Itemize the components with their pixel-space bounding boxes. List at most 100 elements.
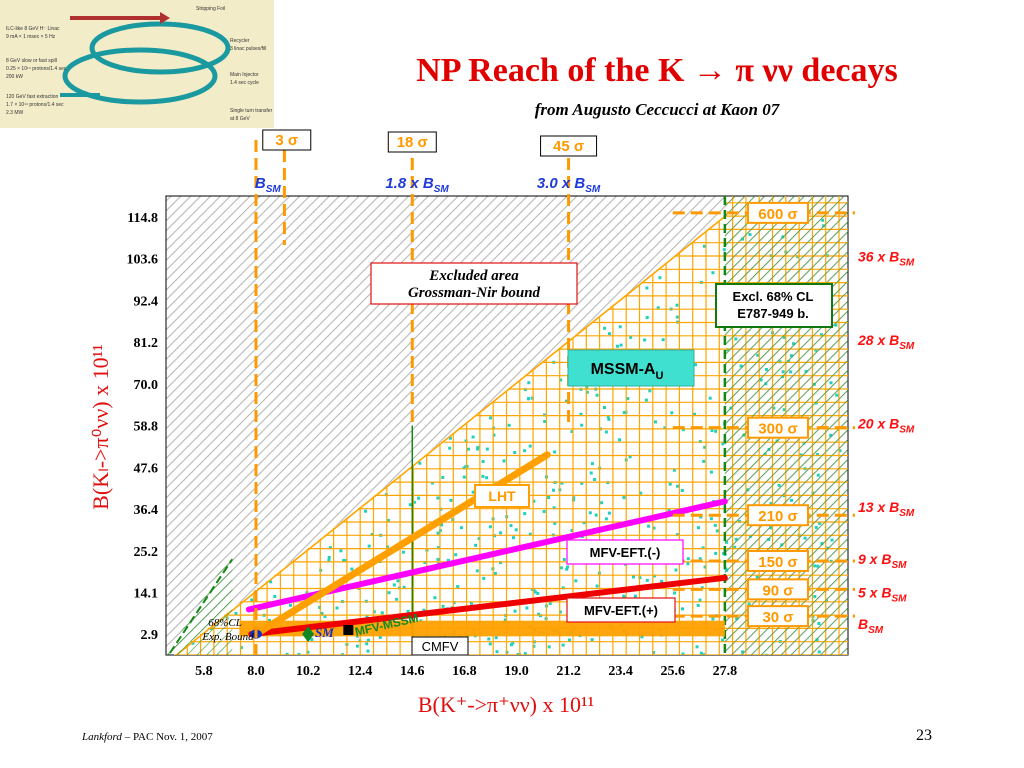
scatter-point: [699, 651, 703, 655]
scatter-point: [476, 445, 480, 449]
scatter-point: [523, 449, 527, 453]
scatter-point: [708, 396, 712, 400]
scatter-point: [670, 411, 674, 415]
scatter-point: [672, 468, 676, 472]
scatter-point: [402, 585, 406, 589]
footer-credit: Lankford – PAC Nov. 1, 2007: [82, 731, 213, 743]
scatter-point: [632, 575, 635, 579]
excluded-area-label: Excluded area: [428, 268, 519, 284]
scatter-point: [448, 436, 452, 440]
scatter-point: [658, 276, 662, 280]
scatter-point: [640, 635, 644, 639]
scatter-point: [699, 515, 703, 519]
scatter-point: [608, 332, 611, 336]
scatter-point: [661, 338, 665, 342]
scatter-point: [715, 529, 719, 533]
scatter-point: [512, 536, 515, 540]
scatter-point: [537, 612, 540, 616]
scatter-point: [350, 567, 354, 571]
x-tick-label: 16.8: [452, 664, 477, 679]
scatter-point: [628, 455, 632, 459]
scatter-point: [568, 638, 571, 642]
series-line: [248, 574, 728, 638]
scatter-point: [594, 513, 598, 517]
scatter-point: [653, 574, 656, 578]
scatter-point: [437, 546, 440, 550]
right-sigma-label: 150 σ: [758, 554, 797, 571]
scatter-point: [552, 506, 556, 510]
right-sigma-box: [747, 504, 809, 527]
scatter-point: [250, 598, 254, 602]
scatter-point: [711, 617, 715, 621]
y-tick-label: 103.6: [127, 253, 159, 268]
scatter-point: [320, 611, 324, 615]
scatter-point: [408, 503, 412, 507]
right-sigma-box: [747, 549, 809, 572]
scatter-point: [462, 475, 466, 479]
scatter-point: [285, 652, 289, 655]
mfv-eft-minus-box: [566, 539, 684, 565]
scatter-point: [600, 501, 604, 505]
scatter-point: [367, 544, 371, 548]
scatter-point: [562, 558, 566, 561]
scatter-point: [579, 412, 583, 416]
scatter-point: [700, 586, 704, 590]
right-sigma-label: 30 σ: [762, 609, 793, 626]
scatter-point: [234, 612, 238, 615]
scatter-point: [440, 523, 444, 527]
scatter-point: [365, 615, 369, 619]
thumbnail-label: 200 kW: [6, 74, 23, 80]
scatter-point: [553, 450, 557, 454]
top-bsm-label: BSM: [255, 175, 282, 195]
scatter-point: [297, 652, 301, 655]
scatter-point: [364, 509, 367, 513]
scatter-point: [530, 396, 534, 400]
scatter-point: [372, 610, 376, 614]
main-injector-ring: [62, 47, 218, 105]
y-tick-label: 14.1: [134, 586, 159, 601]
scatter-point: [523, 512, 527, 516]
thumbnail-background: [0, 0, 274, 128]
right-sigma-box: [747, 416, 809, 439]
scatter-point: [606, 415, 610, 418]
scatter-point: [503, 618, 507, 622]
scatter-point: [401, 550, 405, 554]
accelerator-diagram-thumbnail: Stripping Foil ILC-like 8 GeV H⁻ Linac 9 m…: [0, 0, 274, 128]
scatter-point: [469, 601, 473, 605]
scatter-point: [396, 579, 400, 583]
right-bsm-label: 5 x BSM: [858, 584, 907, 604]
scatter-point: [698, 598, 702, 602]
x-tick-label: 21.2: [556, 664, 581, 679]
y-axis-title: B(Kₗ->π⁰νν) x 10¹¹: [88, 344, 113, 510]
scatter-point: [639, 491, 643, 495]
scatter-point: [702, 459, 706, 463]
top-sigma-box: [387, 131, 437, 153]
scatter-point: [441, 604, 445, 608]
scatter-point: [395, 597, 399, 601]
scatter-point: [566, 565, 569, 569]
scatter-point: [513, 451, 517, 454]
scatter-point: [239, 646, 243, 650]
scatter-point: [406, 609, 410, 613]
scatter-point: [626, 397, 630, 401]
scatter-point: [644, 398, 648, 402]
scatter-point: [339, 549, 343, 553]
scatter-point: [509, 524, 513, 528]
scatter-point: [622, 411, 626, 415]
scatter-point: [722, 248, 726, 252]
scatter-point: [386, 518, 390, 522]
slide-subtitle: from Augusto Ceccucci at Kaon 07: [534, 100, 780, 119]
scatter-point: [386, 545, 389, 549]
scatter-point: [446, 558, 450, 562]
scatter-point: [681, 652, 685, 655]
scatter-point: [660, 579, 664, 583]
x-tick-label: 27.8: [713, 664, 738, 679]
scatter-point: [656, 306, 660, 310]
scatter-point: [720, 638, 724, 642]
scatter-point: [342, 559, 345, 563]
mfv-eft-plus-label: MFV-EFT.(+): [584, 603, 658, 618]
scatter-point: [495, 650, 499, 654]
scatter-point: [713, 523, 717, 527]
scatter-point: [533, 590, 537, 594]
thumbnail-label: 1.7 × 10¹⁴ protons/1.4 sec: [6, 102, 64, 108]
